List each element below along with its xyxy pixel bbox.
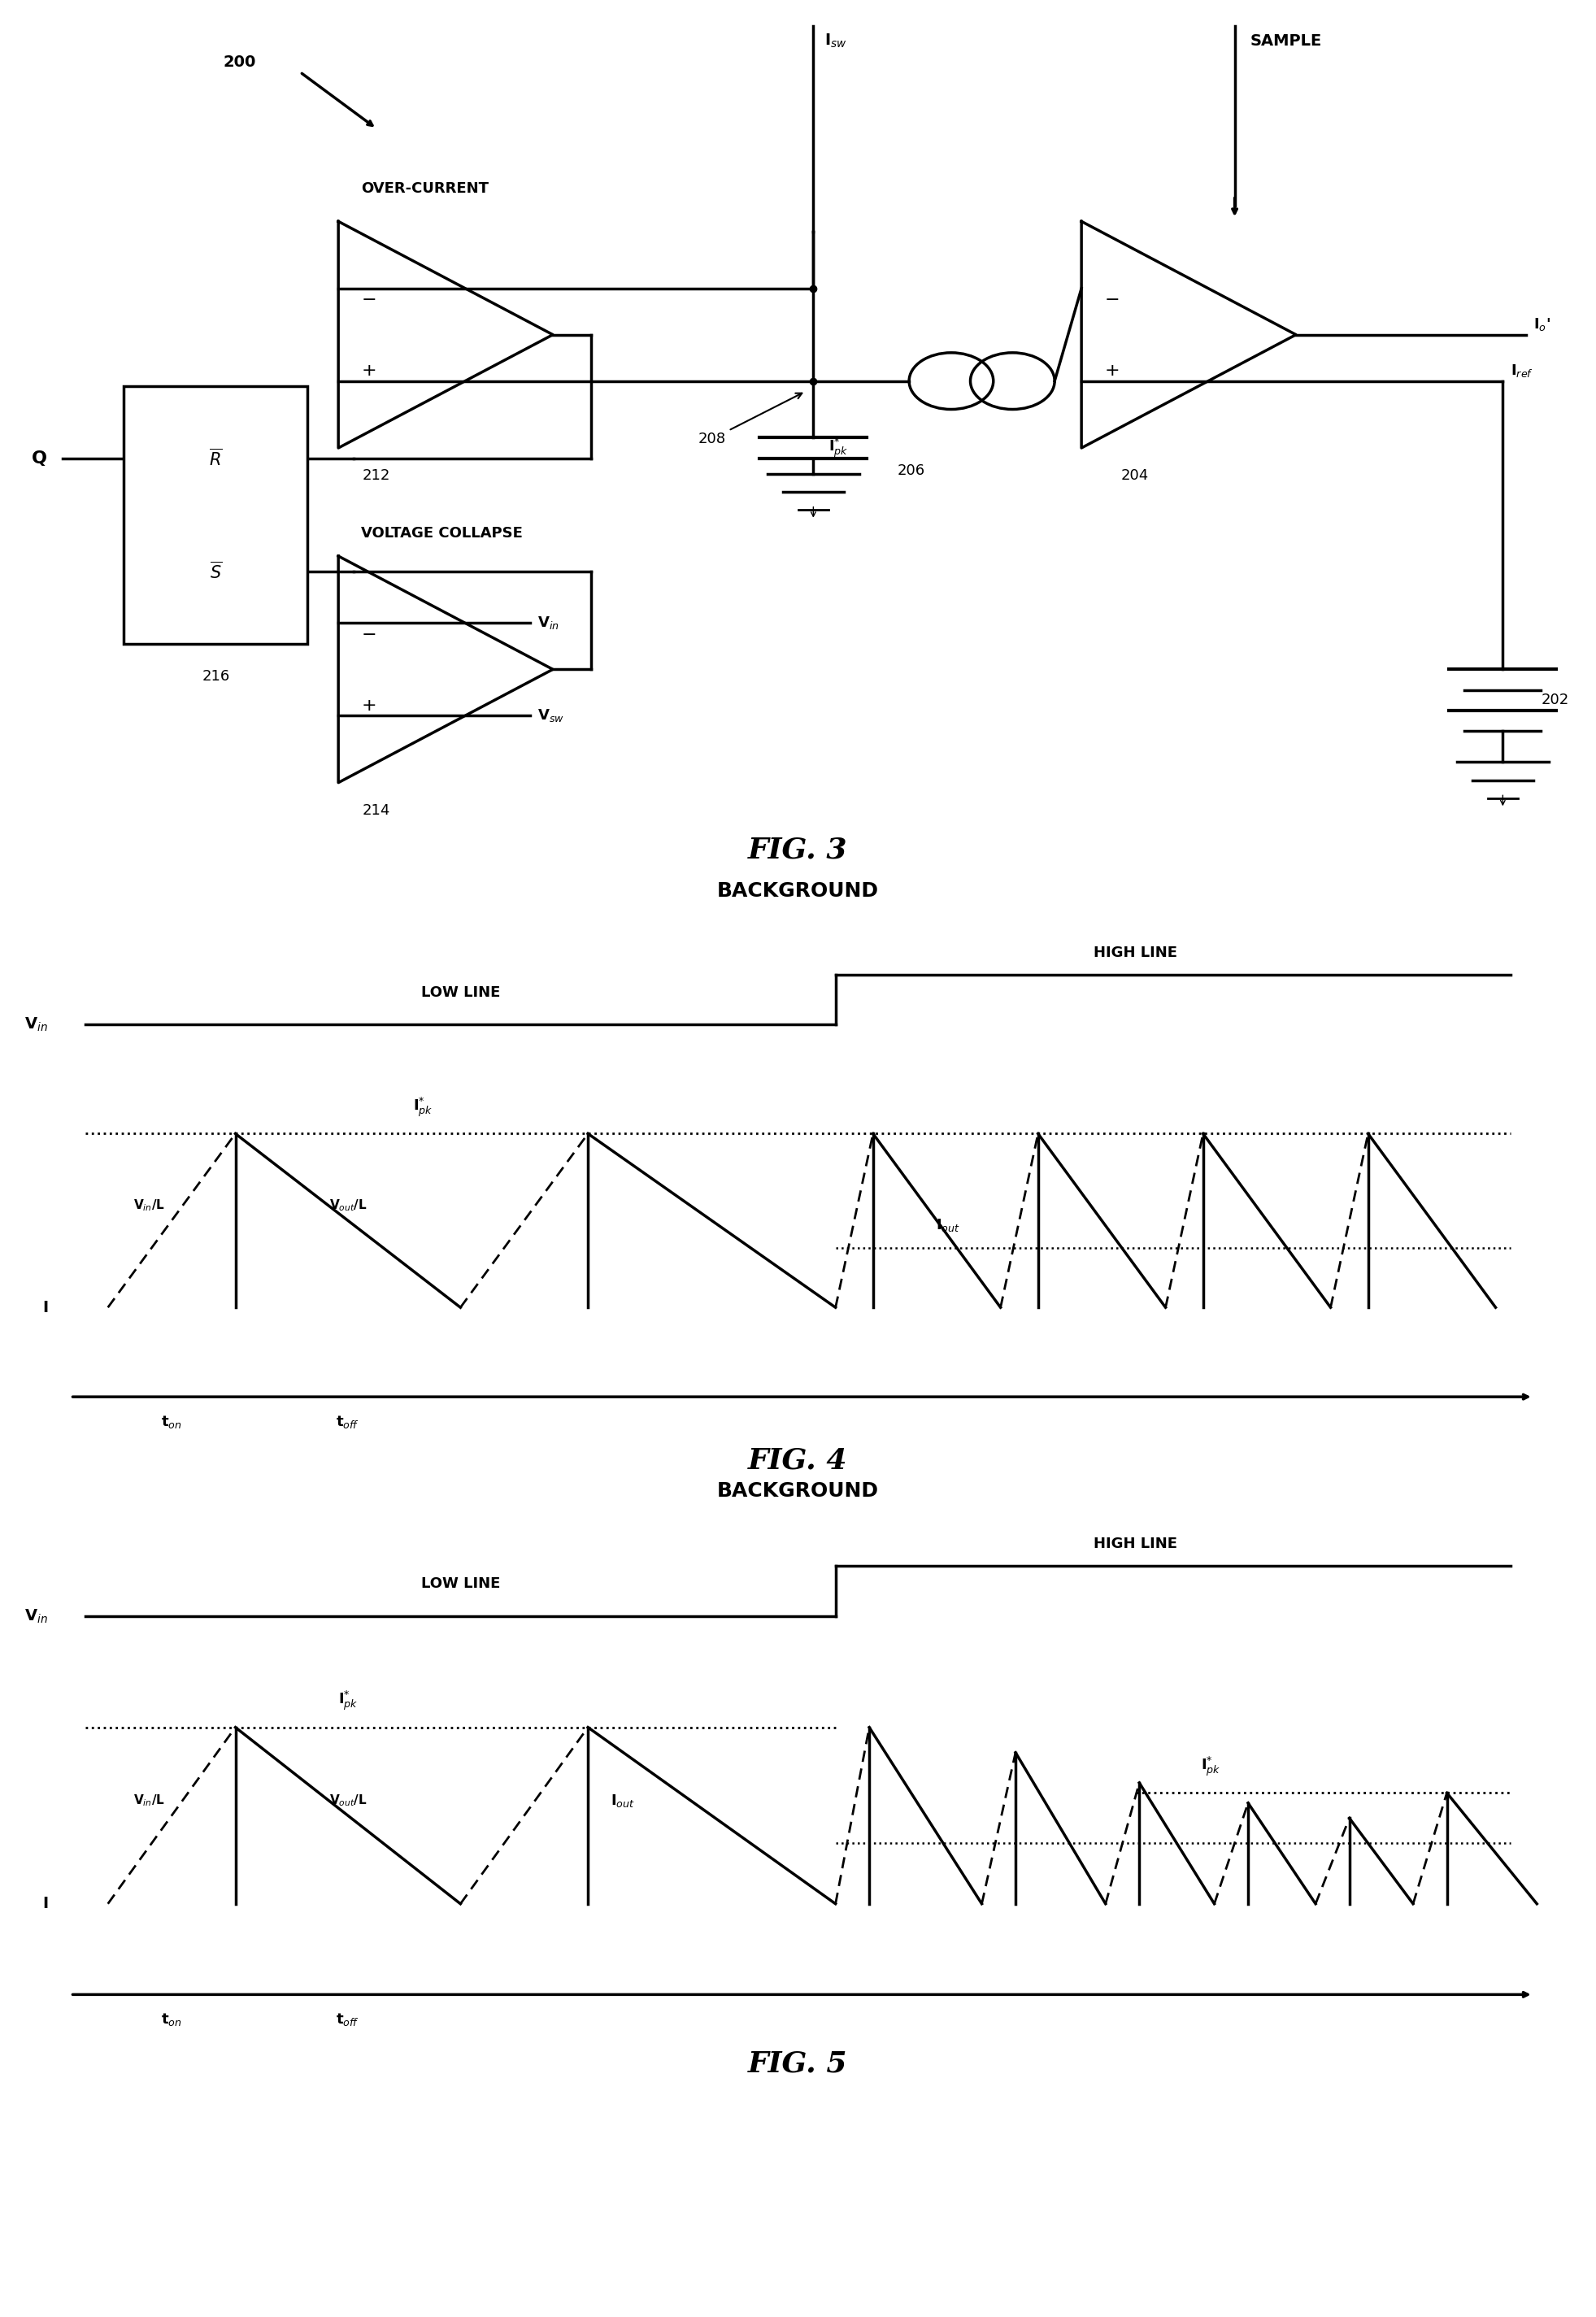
Text: 212: 212 xyxy=(362,468,391,484)
Text: $\overline{R}$: $\overline{R}$ xyxy=(209,447,222,468)
Text: $+$: $+$ xyxy=(361,697,377,714)
Text: V$_{sw}$: V$_{sw}$ xyxy=(538,707,565,723)
Text: 200: 200 xyxy=(223,53,257,70)
Text: I: I xyxy=(41,1300,48,1316)
Text: $+$: $+$ xyxy=(361,361,377,380)
Text: FIG. 4: FIG. 4 xyxy=(749,1446,847,1474)
Text: SAMPLE: SAMPLE xyxy=(1250,32,1321,49)
Text: BACKGROUND: BACKGROUND xyxy=(717,1481,879,1501)
Text: Q: Q xyxy=(32,449,48,466)
Text: I$_{pk}^{*}$: I$_{pk}^{*}$ xyxy=(828,436,849,459)
Text: 216: 216 xyxy=(201,670,230,684)
Text: OVER-CURRENT: OVER-CURRENT xyxy=(361,181,488,195)
Text: LOW LINE: LOW LINE xyxy=(421,985,500,999)
Text: BACKGROUND: BACKGROUND xyxy=(717,880,879,901)
Text: V$_{in}$/L: V$_{in}$/L xyxy=(134,1198,164,1214)
Text: FIG. 3: FIG. 3 xyxy=(749,836,847,864)
Text: LOW LINE: LOW LINE xyxy=(421,1576,500,1592)
Text: VOLTAGE COLLAPSE: VOLTAGE COLLAPSE xyxy=(361,526,523,540)
Text: $\overline{S}$: $\overline{S}$ xyxy=(209,561,222,582)
Text: I$_{sw}$: I$_{sw}$ xyxy=(825,32,847,51)
Text: HIGH LINE: HIGH LINE xyxy=(1093,1536,1178,1550)
Text: $+$: $+$ xyxy=(1104,361,1119,380)
Text: V$_{in}$: V$_{in}$ xyxy=(24,1608,48,1624)
Text: I$_{pk}^{*}$: I$_{pk}^{*}$ xyxy=(413,1096,433,1119)
Text: V$_{in}$: V$_{in}$ xyxy=(24,1015,48,1033)
Text: I$_{pk}^{*}$: I$_{pk}^{*}$ xyxy=(338,1689,358,1712)
Text: I$_{pk}^{*}$: I$_{pk}^{*}$ xyxy=(1200,1754,1221,1777)
Text: t$_{off}$: t$_{off}$ xyxy=(337,2011,359,2027)
Text: 206: 206 xyxy=(897,463,926,477)
Text: $-$: $-$ xyxy=(361,626,377,642)
Text: V$_{out}$/L: V$_{out}$/L xyxy=(329,1198,367,1214)
Text: $-$: $-$ xyxy=(361,290,377,306)
Text: 208: 208 xyxy=(699,394,801,447)
Text: 214: 214 xyxy=(362,804,391,818)
Text: t$_{on}$: t$_{on}$ xyxy=(161,2011,182,2027)
Text: 202: 202 xyxy=(1542,693,1569,707)
Text: V$_{in}$/L: V$_{in}$/L xyxy=(134,1793,164,1807)
Text: I$_{ref}$: I$_{ref}$ xyxy=(1510,361,1534,380)
Text: I$_{o}$': I$_{o}$' xyxy=(1534,315,1550,334)
Text: FIG. 5: FIG. 5 xyxy=(749,2051,847,2078)
Bar xyxy=(124,387,308,644)
Text: $-$: $-$ xyxy=(1104,290,1119,306)
Text: t$_{off}$: t$_{off}$ xyxy=(337,1413,359,1430)
Text: I$_{out}$: I$_{out}$ xyxy=(935,1216,961,1233)
Text: I$_{out}$: I$_{out}$ xyxy=(610,1793,635,1810)
Text: t$_{on}$: t$_{on}$ xyxy=(161,1413,182,1430)
Text: HIGH LINE: HIGH LINE xyxy=(1093,945,1178,959)
Text: V$_{in}$: V$_{in}$ xyxy=(538,614,559,630)
Text: 204: 204 xyxy=(1120,468,1149,484)
Text: V$_{out}$/L: V$_{out}$/L xyxy=(329,1793,367,1807)
Text: I: I xyxy=(41,1895,48,1912)
